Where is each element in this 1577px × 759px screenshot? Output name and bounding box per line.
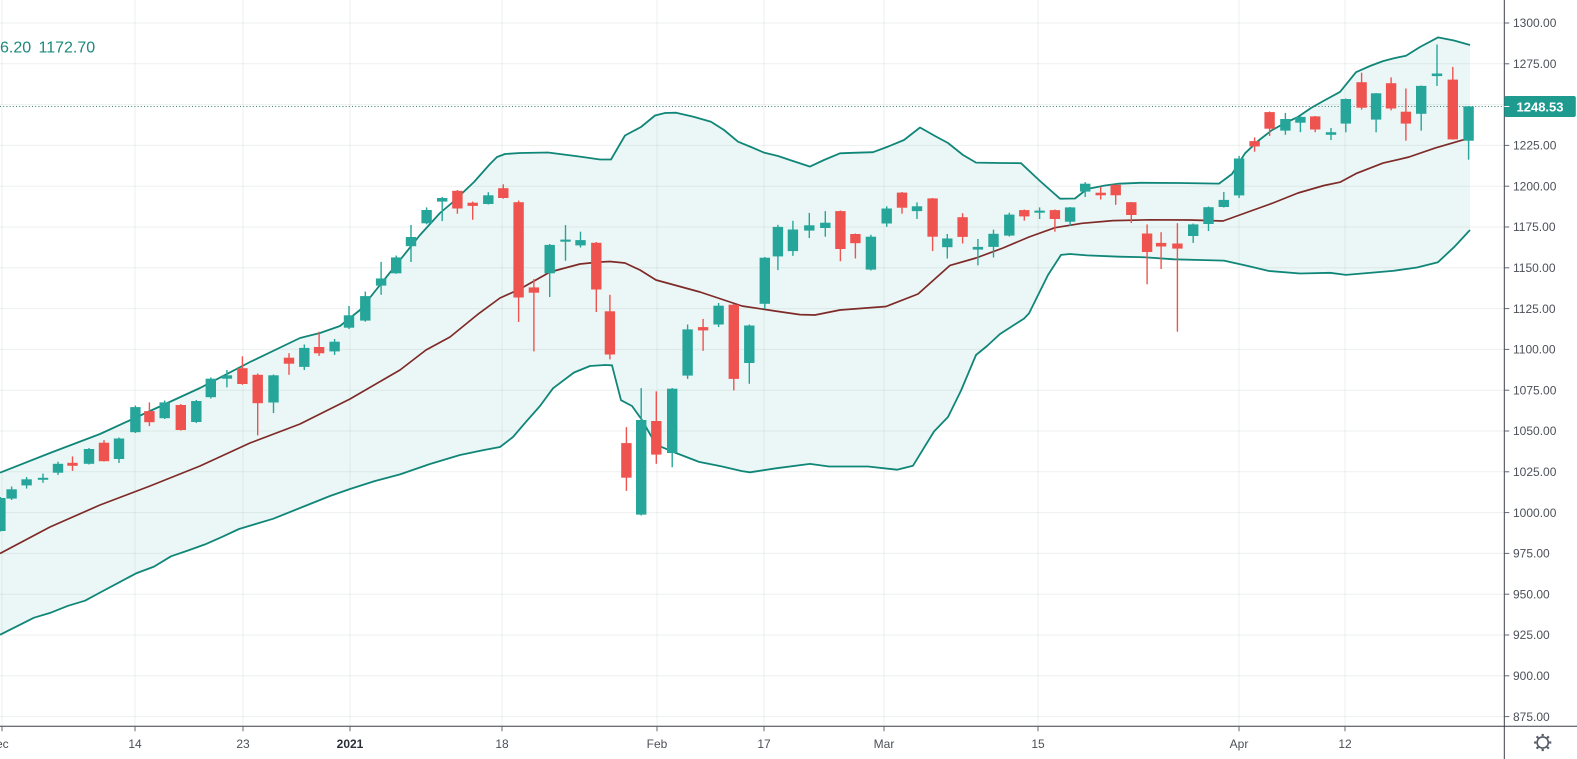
svg-text:1225.00: 1225.00 [1513, 139, 1557, 153]
svg-text:Feb: Feb [647, 737, 668, 751]
svg-text:875.00: 875.00 [1513, 710, 1550, 724]
svg-text:1050.00: 1050.00 [1513, 424, 1557, 438]
svg-text:2021: 2021 [337, 737, 364, 751]
svg-text:Apr: Apr [1230, 737, 1249, 751]
svg-text:900.00: 900.00 [1513, 669, 1550, 683]
svg-text:1125.00: 1125.00 [1513, 302, 1556, 316]
svg-text:Dec: Dec [0, 737, 9, 751]
svg-text:1075.00: 1075.00 [1513, 383, 1557, 397]
svg-text:6.20: 6.20 [0, 40, 31, 57]
svg-text:925.00: 925.00 [1513, 628, 1550, 642]
svg-text:1172.70: 1172.70 [39, 40, 96, 57]
svg-text:17: 17 [757, 737, 771, 751]
svg-text:1300.00: 1300.00 [1513, 16, 1557, 30]
svg-text:1275.00: 1275.00 [1513, 57, 1557, 71]
svg-text:1000.00: 1000.00 [1513, 506, 1557, 520]
svg-text:1200.00: 1200.00 [1513, 179, 1557, 193]
svg-text:Mar: Mar [874, 737, 895, 751]
svg-text:1025.00: 1025.00 [1513, 465, 1557, 479]
svg-text:1100.00: 1100.00 [1513, 343, 1556, 357]
svg-text:1175.00: 1175.00 [1513, 220, 1556, 234]
svg-text:12: 12 [1338, 737, 1352, 751]
svg-text:14: 14 [128, 737, 142, 751]
svg-text:1150.00: 1150.00 [1513, 261, 1556, 275]
svg-text:15: 15 [1031, 737, 1045, 751]
svg-text:18: 18 [495, 737, 509, 751]
svg-text:1248.53: 1248.53 [1517, 100, 1564, 115]
svg-text:950.00: 950.00 [1513, 587, 1550, 601]
svg-text:975.00: 975.00 [1513, 547, 1550, 561]
svg-text:23: 23 [236, 737, 250, 751]
